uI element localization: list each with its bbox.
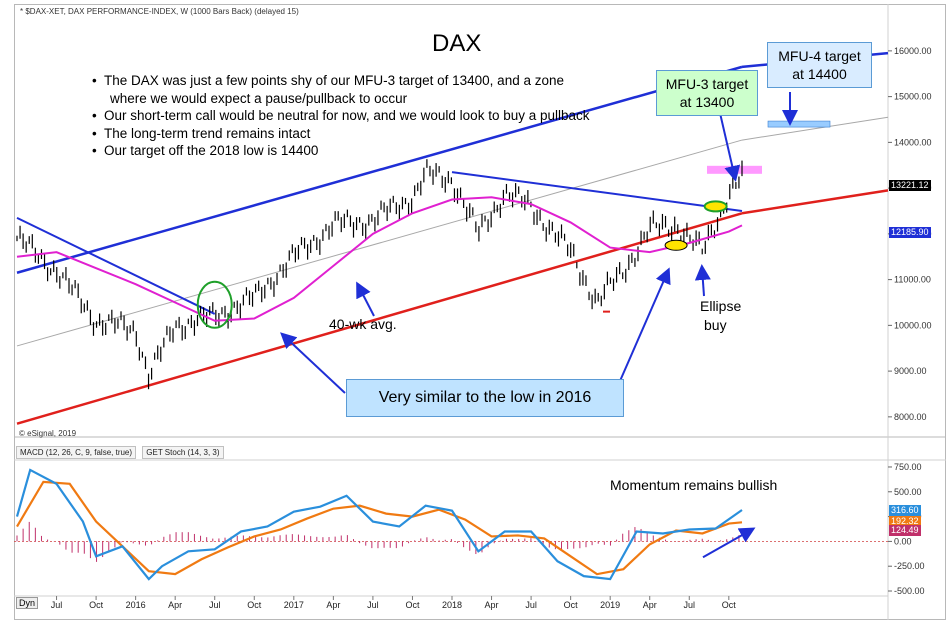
upper-channel-line (16, 65, 743, 274)
similar-low-arrow-right (619, 267, 671, 382)
regression-line-extension (741, 116, 889, 141)
downtrend-2015-line (16, 216, 216, 315)
signal-line (16, 480, 743, 576)
moving-average-line (16, 196, 743, 322)
x-tick-label: Apr (643, 600, 657, 610)
dyn-button[interactable]: Dyn (16, 597, 39, 609)
copyright: © eSignal, 2019 (19, 429, 77, 438)
x-tick-label: Oct (722, 600, 737, 610)
chart-title: DAX (432, 30, 482, 57)
x-tick-label: Jul (209, 600, 221, 610)
macd-y-tick-label: -500.00 (894, 586, 925, 596)
ellipse-arrow (694, 264, 711, 297)
x-tick-label: Oct (247, 600, 262, 610)
x-tick-label: Jul (367, 600, 379, 610)
mfu4-callout: MFU-4 target at 14400 (767, 42, 872, 88)
tab-macd[interactable]: MACD (12, 26, C, 9, false, true) (16, 446, 137, 459)
commentary-item: where we would expect a pause/pullback t… (110, 90, 408, 106)
x-tick-label: 2016 (126, 600, 146, 610)
chart-header: * $DAX-XET, DAX PERFORMANCE-INDEX, W (10… (20, 7, 299, 16)
macd-y-tick-label: 0.00 (894, 536, 912, 546)
commentary-list: The DAX was just a few points shy of our… (92, 72, 590, 160)
macd-last-label: 316.60 (889, 505, 921, 516)
x-tick-label: Apr (326, 600, 340, 610)
x-tick-label: Jul (684, 600, 696, 610)
indicator-tabs: MACD (12, 26, C, 9, false, true) GET Sto… (16, 446, 228, 459)
x-tick-label: Jul (525, 600, 537, 610)
commentary-item: The DAX was just a few points shy of our… (92, 72, 590, 90)
mfu3-arrow (719, 112, 741, 182)
momentum-arrow (702, 527, 756, 559)
ma-arrow (356, 281, 375, 317)
x-tick-label: 2017 (284, 600, 304, 610)
y-tick-label: 11000.00 (894, 275, 931, 285)
downtrend-2018-line (451, 171, 743, 212)
macd-y-tick-label: 750.00 (894, 462, 922, 472)
macd-y-tick-label: 500.00 (894, 487, 922, 497)
commentary-item: Our target off the 2018 low is 14400 (92, 142, 590, 160)
mfu4-target-zone (767, 120, 831, 128)
signal-last-label: 192.32 (889, 516, 921, 527)
ma-last-label: 12185.90 (889, 227, 931, 238)
x-tick-label: Oct (405, 600, 420, 610)
x-tick-label: Oct (89, 600, 104, 610)
y-tick-label: 9000.00 (894, 366, 927, 376)
ellipse-line2: buy (704, 317, 727, 333)
regression-line (16, 139, 743, 347)
tab-stochastic[interactable]: GET Stoch (14, 3, 3) (142, 446, 224, 459)
mfu3-line1: MFU-3 target (665, 76, 749, 92)
histogram-last-label: 124.49 (889, 525, 921, 536)
mfu4-line2: at 14400 (792, 66, 847, 82)
mfu3-callout: MFU-3 target at 13400 (656, 70, 758, 116)
ma-annotation: 40-wk avg. (329, 316, 397, 332)
ellipse-buy-annotation: Ellipse buy (700, 297, 741, 335)
similar-low-callout: Very similar to the low in 2016 (346, 379, 624, 417)
x-tick-label: Oct (564, 600, 579, 610)
breakout-circle (196, 280, 233, 329)
mfu3-line2: at 13400 (679, 94, 735, 110)
last-price-label: 13221.12 (889, 180, 931, 191)
macd-line (15, 468, 743, 581)
similar-low-arrow-left (280, 332, 346, 394)
x-tick-label: Apr (168, 600, 182, 610)
x-tick-label: Apr (485, 600, 499, 610)
x-tick-label: 2019 (600, 600, 620, 610)
y-tick-label: 15000.00 (894, 92, 932, 102)
ellipse-breakout-marker (703, 200, 728, 213)
y-tick-label: 16000.00 (894, 46, 932, 56)
x-tick-label: 2018 (442, 600, 462, 610)
commentary-item: The long-term trend remains intact (92, 125, 590, 143)
y-tick-label: 10000.00 (894, 320, 932, 330)
momentum-annotation: Momentum remains bullish (610, 477, 778, 493)
ellipse-buy-marker (664, 239, 688, 251)
macd-y-tick-label: -250.00 (894, 561, 925, 571)
ellipse-line1: Ellipse (700, 298, 742, 314)
commentary-item: Our short-term call would be neutral for… (92, 107, 590, 125)
mfu4-line1: MFU-4 target (778, 48, 861, 64)
lower-channel-extension (741, 189, 889, 215)
x-tick-label: Jul (51, 600, 63, 610)
y-tick-label: 8000.00 (894, 412, 927, 422)
y-tick-label: 14000.00 (894, 137, 932, 147)
